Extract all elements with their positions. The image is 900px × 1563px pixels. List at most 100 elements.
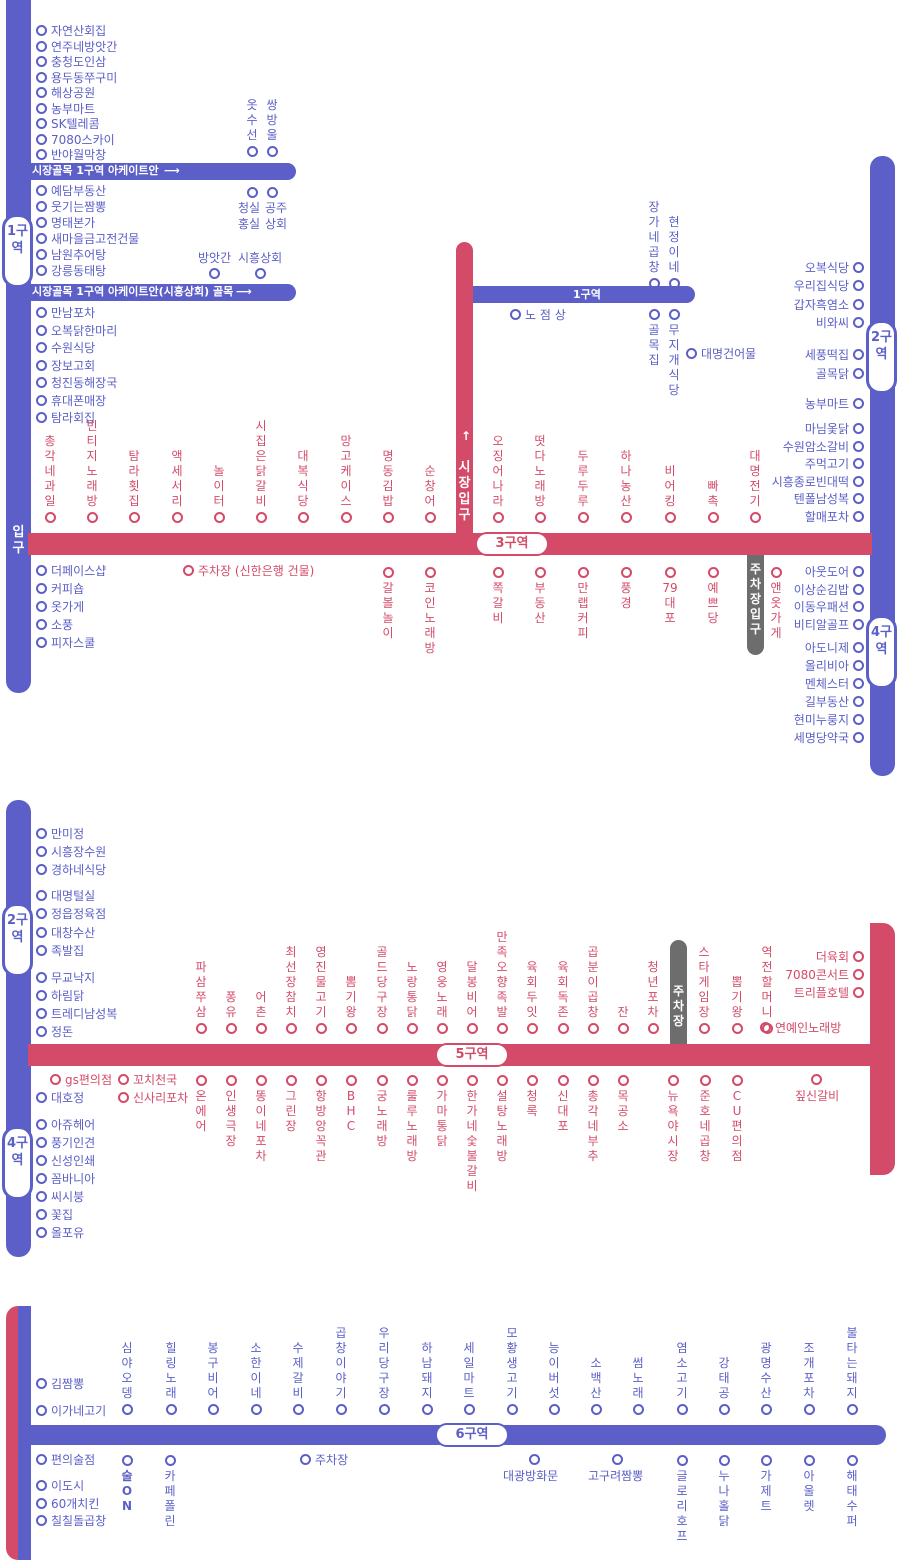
dot-icon	[466, 1075, 478, 1086]
dot-icon	[292, 1404, 304, 1415]
store-label: CU편의점	[731, 1089, 743, 1163]
store-nojeom: 노 점 상	[510, 307, 566, 323]
dot-icon	[853, 423, 864, 434]
store-item: 세명당약국	[794, 730, 864, 746]
store-label: 새마을금고전건물	[51, 232, 140, 246]
dot-icon	[36, 1480, 47, 1491]
store-label: 비어킹	[664, 464, 676, 508]
store-item: 쪽갈비	[490, 564, 506, 626]
store-item: 인생극장	[223, 1072, 239, 1149]
dot-icon	[853, 601, 864, 612]
store-item: 아도니제	[805, 640, 864, 656]
store-item: 아쥬헤어	[36, 1117, 95, 1133]
store-item: 탐라회집	[36, 410, 95, 426]
store-item: 용두동쭈구미	[36, 70, 117, 86]
store-item: 7080콘서트	[785, 967, 864, 983]
store-label: 대명전기	[749, 449, 761, 508]
store-label: 모황생고기	[506, 1326, 518, 1400]
zone4-badge: 4구역	[866, 615, 897, 689]
store-label: 더육회	[815, 950, 849, 964]
dot-icon	[382, 512, 394, 523]
store-label: 경하네식당	[51, 863, 107, 877]
store-label: 만미정	[51, 827, 85, 841]
store-item: 정돈	[36, 1024, 73, 1040]
dot-icon	[36, 1497, 47, 1509]
dot	[247, 185, 258, 201]
store-item: 길부동산	[805, 694, 864, 710]
dot-icon	[315, 1075, 327, 1086]
dot-icon	[853, 316, 864, 328]
store-item: 이상순김밥	[794, 582, 864, 598]
store-item: 수원암소갈비	[783, 439, 864, 455]
store-item: 멘체스터	[805, 676, 864, 692]
store-item: 청년포차	[645, 960, 661, 1037]
store-item: 소풍	[36, 617, 73, 633]
store-item: 비와씨	[816, 315, 864, 331]
dot-icon	[749, 512, 761, 523]
dot-icon	[285, 1023, 297, 1034]
dot-icon	[340, 512, 352, 523]
dot-icon	[36, 908, 47, 920]
dot-icon	[36, 71, 47, 83]
store-label: 충청도인삼	[51, 55, 107, 69]
store-item: 육회두잇	[524, 960, 540, 1037]
dot-icon	[534, 512, 546, 523]
market-entrance-bar	[456, 242, 473, 536]
store-item: 대창수산	[36, 925, 95, 941]
store-siheung: 시흥상회	[238, 251, 283, 265]
store-label: 무교낙지	[51, 971, 96, 985]
store-item: 이동우패션	[794, 599, 864, 615]
dot-icon	[846, 1455, 858, 1466]
store-item: 심야오뎅	[119, 1341, 135, 1418]
store-item: 떳다노래방	[532, 434, 548, 526]
store-item: 빈티지노래방	[84, 419, 100, 526]
store-label: 세명당약국	[793, 731, 849, 745]
store-item: 이도시	[36, 1478, 84, 1494]
store-item: 피자스쿨	[36, 635, 95, 651]
store-item: 스타게임장	[696, 945, 712, 1037]
dot-icon	[36, 87, 47, 98]
dot-icon	[853, 951, 864, 962]
dot-icon	[195, 1023, 207, 1034]
store-label: 7080콘서트	[785, 968, 849, 982]
dot-icon	[534, 567, 546, 578]
store-item: 이가네고기	[36, 1403, 106, 1419]
dot-icon	[36, 412, 47, 423]
zone3-street	[28, 533, 872, 555]
store-ssangbang: 쌍방울	[264, 98, 280, 160]
dot-icon	[345, 1023, 357, 1034]
store-item: 소한이네	[248, 1341, 264, 1418]
store-golmok: 골목집	[646, 306, 662, 368]
store-item: 썸노래	[630, 1356, 646, 1418]
store-label: 풍경	[620, 581, 632, 610]
store-label: 대명털실	[51, 889, 96, 903]
arcade2-label: 시장골목 1구역 아케이트안(시흥상회) 골목	[32, 285, 234, 298]
dot-icon	[667, 1075, 679, 1086]
dot-icon	[225, 1075, 237, 1086]
dot-icon	[466, 1023, 478, 1034]
dot-icon	[36, 40, 47, 52]
store-label: 두루두루	[577, 449, 589, 508]
dot-icon	[36, 1405, 47, 1416]
store-item: 명동김밥	[380, 449, 396, 526]
store-label: 곱분이곱창	[587, 945, 599, 1019]
dot-icon	[424, 567, 436, 578]
store-label: 트리플호텔	[793, 986, 849, 1000]
store-item: 광명수산	[758, 1341, 774, 1418]
dot-icon	[853, 678, 864, 689]
dot-icon	[36, 185, 47, 196]
store-label: 신성인쇄	[51, 1154, 96, 1168]
dot-icon	[853, 262, 864, 273]
store-item: 반야월막창	[36, 147, 106, 163]
arrow-icon: ⟶	[236, 285, 252, 298]
dot-icon	[664, 512, 676, 523]
store-label: 신대포	[557, 1089, 569, 1133]
store-item: 총각네부추	[585, 1072, 601, 1164]
store-label: 노랑통닭	[406, 960, 418, 1019]
store-item: 액세서리	[169, 449, 185, 526]
store-label: 광명수산	[760, 1341, 772, 1400]
store-label: 염소고기	[676, 1341, 688, 1400]
store-item: 청록	[524, 1072, 540, 1119]
store-item: 탐라횟집	[126, 449, 142, 526]
store-label: 우리당구장	[378, 1326, 390, 1400]
